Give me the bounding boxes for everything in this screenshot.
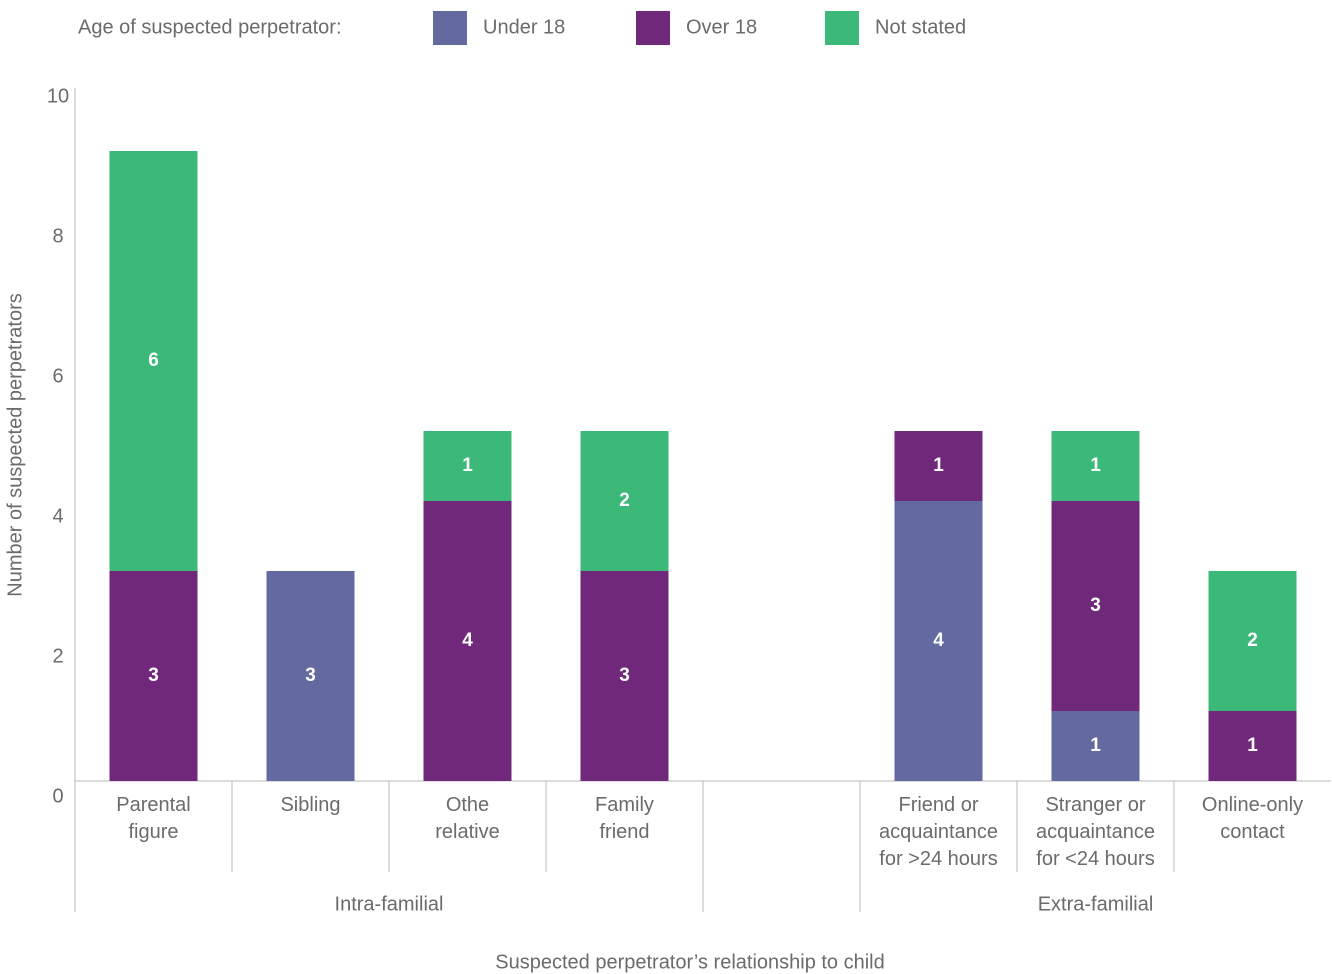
data-label: 1 <box>1090 735 1101 756</box>
legend-swatch <box>433 11 467 45</box>
legend-swatch <box>825 11 859 45</box>
x-tick-label: Sibling <box>280 794 340 816</box>
bar-segment <box>109 571 198 781</box>
data-label: 2 <box>619 490 630 511</box>
x-tick-label: Othe relative <box>435 794 499 843</box>
data-label: 6 <box>148 350 159 371</box>
data-label: 1 <box>1090 455 1101 476</box>
bar-segment <box>894 431 983 501</box>
bar-segment <box>1208 711 1297 781</box>
data-label: 3 <box>148 665 159 686</box>
bar-segment <box>1051 431 1140 501</box>
x-tick-label: Parental figure <box>116 794 191 843</box>
data-label: 3 <box>1090 595 1101 616</box>
bar-segment <box>580 431 669 571</box>
legend-title: Age of suspected perpetrator: <box>78 16 342 38</box>
bar-segment <box>423 501 512 781</box>
legend-swatch <box>636 11 670 45</box>
y-tick-label: 2 <box>52 645 63 667</box>
y-tick-label: 6 <box>52 365 63 387</box>
legend-label: Over 18 <box>686 16 757 38</box>
bar-segment <box>1051 501 1140 711</box>
bar-segment <box>423 431 512 501</box>
legend-label: Not stated <box>875 16 966 38</box>
data-label: 3 <box>619 665 630 686</box>
x-tick-label: Family friend <box>595 794 654 843</box>
data-label: 2 <box>1247 630 1258 651</box>
y-tick-label: 4 <box>52 505 63 527</box>
bar-segment <box>1051 711 1140 781</box>
bar-segment <box>266 571 355 781</box>
bar-segment <box>109 151 198 571</box>
y-tick-label: 10 <box>47 85 69 107</box>
y-tick-label: 0 <box>52 785 63 807</box>
x-tick-label: Online-only contact <box>1202 794 1303 843</box>
data-label: 1 <box>933 455 944 476</box>
bar-segment <box>894 501 983 781</box>
bar-segment <box>580 571 669 781</box>
y-axis-label: Number of suspected perpetrators <box>4 293 26 597</box>
data-label: 1 <box>462 455 473 476</box>
data-label: 3 <box>305 665 316 686</box>
data-label: 4 <box>462 630 473 651</box>
legend-label: Under 18 <box>483 16 565 38</box>
x-tick-label: Stranger or acquaintance for <24 hours <box>1036 794 1155 870</box>
data-label: 4 <box>933 630 944 651</box>
group-label: Intra-familial <box>335 893 444 915</box>
y-tick-label: 8 <box>52 225 63 247</box>
group-label: Extra-familial <box>1038 893 1154 915</box>
x-axis-label: Suspected perpetrator’s relationship to … <box>495 951 885 973</box>
x-tick-label: Friend or acquaintance for >24 hours <box>879 794 998 870</box>
data-label: 1 <box>1247 735 1258 756</box>
bar-segment <box>1208 571 1297 711</box>
